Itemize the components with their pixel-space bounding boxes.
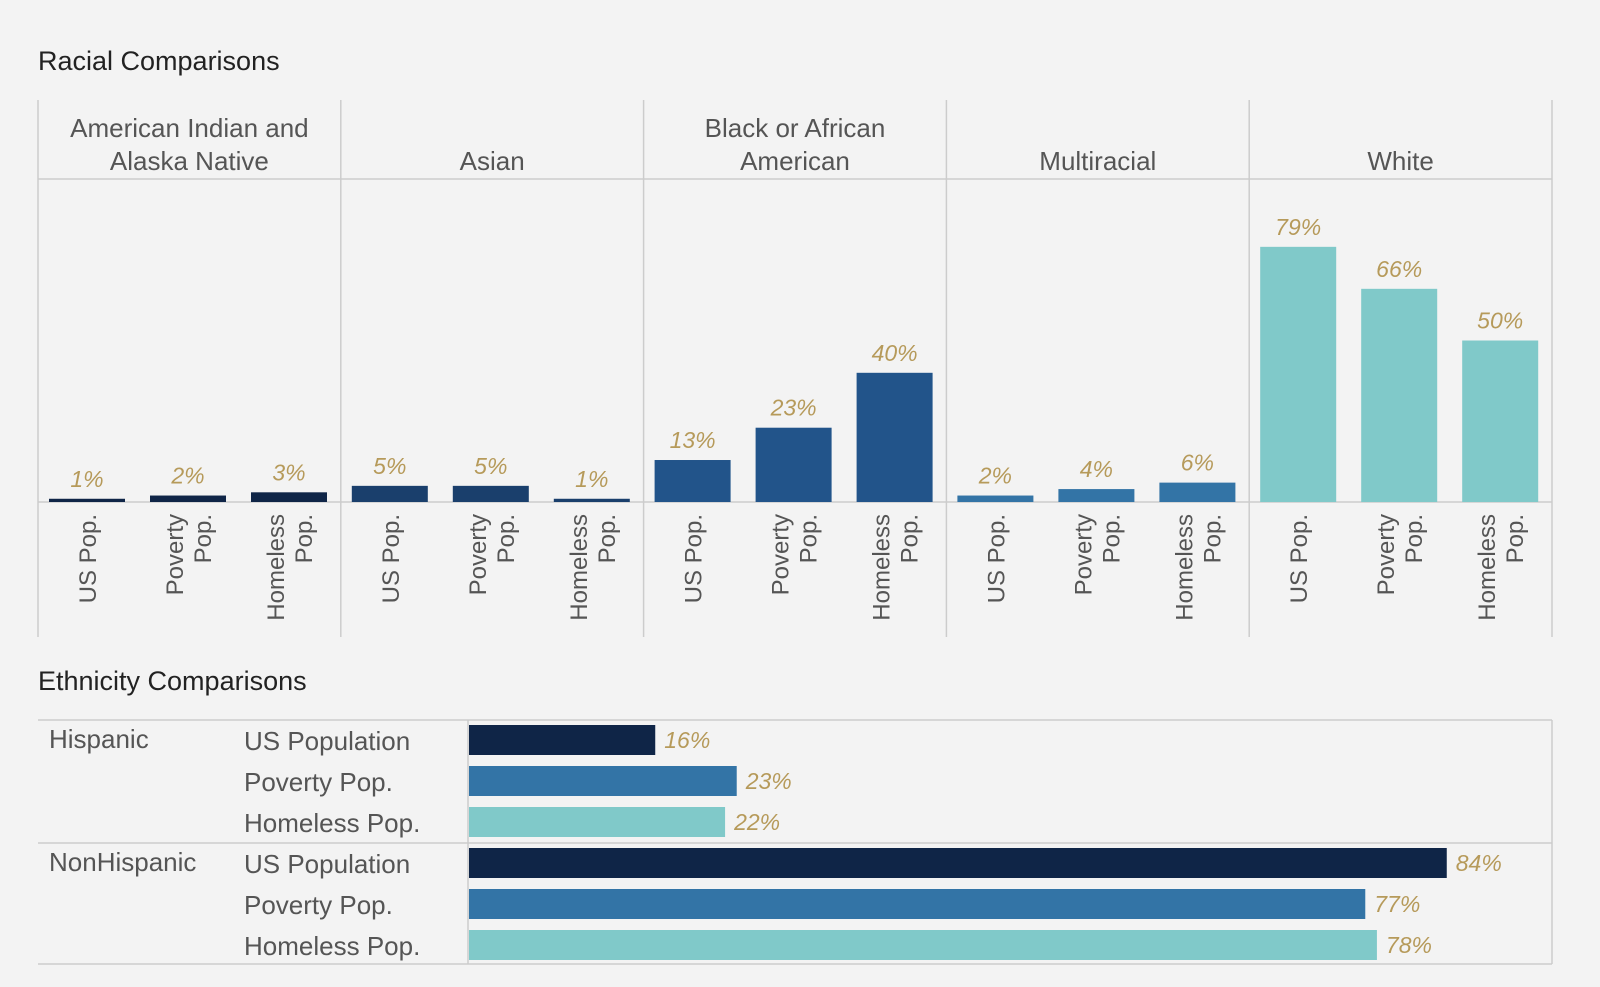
- tick-label-asian-us-pop: US Pop.: [378, 514, 405, 603]
- eth-category-label-hispanic-homeless-pop: Homeless Pop.: [244, 808, 420, 838]
- bar-asian-us-pop: [351, 485, 428, 502]
- eth-bar-nonhispanic-homeless-pop: [469, 930, 1377, 960]
- value-label-white-homeless-pop: 50%: [1477, 308, 1523, 334]
- tick-label-asian-poverty-pop: PovertyPop.: [465, 514, 520, 595]
- tick-label-american-indian-and-alaska-native-us-pop: US Pop.: [75, 514, 102, 603]
- tick-label-white-poverty-pop: PovertyPop.: [1373, 514, 1428, 595]
- value-label-multiracial-us-pop: 2%: [978, 463, 1012, 489]
- bar-black-or-african-american-poverty-pop: [755, 427, 832, 502]
- value-label-american-indian-and-alaska-native-us-pop: 1%: [70, 466, 103, 492]
- group-label-black-or-african-american: Black or African American: [705, 113, 886, 176]
- tick-label-multiracial-us-pop: US Pop.: [983, 514, 1010, 603]
- tick-label-multiracial-poverty-pop: PovertyPop.: [1070, 514, 1125, 595]
- eth-category-label-nonhispanic-us-population: US Population: [244, 849, 410, 879]
- eth-category-label-hispanic-poverty-pop: Poverty Pop.: [244, 767, 393, 797]
- ethnicity-comparisons-title: Ethnicity Comparisons: [38, 666, 307, 696]
- eth-group-label-hispanic: Hispanic: [49, 724, 149, 754]
- value-label-multiracial-poverty-pop: 4%: [1080, 456, 1113, 482]
- value-label-asian-us-pop: 5%: [373, 453, 406, 479]
- eth-category-label-nonhispanic-poverty-pop: Poverty Pop.: [244, 890, 393, 920]
- tick-label-american-indian-and-alaska-native-poverty-pop: PovertyPop.: [162, 514, 217, 595]
- tick-label-black-or-african-american-homeless-pop: HomelessPop.: [869, 514, 924, 621]
- eth-value-label-nonhispanic-homeless-pop: 78%: [1386, 932, 1432, 958]
- group-label-american-indian-and-alaska-native: American Indian and Alaska Native: [70, 113, 308, 176]
- value-label-multiracial-homeless-pop: 6%: [1181, 450, 1214, 476]
- bar-american-indian-and-alaska-native-poverty-pop: [150, 495, 226, 502]
- group-label-multiracial: Multiracial: [1039, 146, 1156, 176]
- bar-multiracial-us-pop: [957, 495, 1034, 502]
- tick-label-multiracial-homeless-pop: HomelessPop.: [1171, 514, 1226, 621]
- tick-label-black-or-african-american-poverty-pop: PovertyPop.: [768, 514, 823, 595]
- eth-value-label-nonhispanic-us-population: 84%: [1456, 850, 1502, 876]
- value-label-asian-poverty-pop: 5%: [474, 453, 507, 479]
- eth-group-label-nonhispanic: NonHispanic: [49, 847, 196, 877]
- value-label-white-us-pop: 79%: [1275, 214, 1321, 240]
- eth-value-label-hispanic-poverty-pop: 23%: [745, 768, 792, 794]
- value-label-asian-homeless-pop: 1%: [575, 466, 608, 492]
- value-label-american-indian-and-alaska-native-poverty-pop: 2%: [170, 463, 204, 489]
- bar-white-homeless-pop: [1462, 340, 1539, 502]
- value-label-black-or-african-american-homeless-pop: 40%: [872, 340, 918, 366]
- value-label-white-poverty-pop: 66%: [1376, 256, 1422, 282]
- bar-american-indian-and-alaska-native-us-pop: [49, 498, 125, 502]
- group-label-white: White: [1367, 146, 1433, 176]
- eth-value-label-nonhispanic-poverty-pop: 77%: [1374, 891, 1420, 917]
- bar-asian-homeless-pop: [553, 498, 630, 502]
- eth-bar-nonhispanic-us-population: [469, 848, 1447, 878]
- eth-category-label-hispanic-us-population: US Population: [244, 726, 410, 756]
- value-label-american-indian-and-alaska-native-homeless-pop: 3%: [272, 459, 305, 485]
- bar-asian-poverty-pop: [452, 485, 529, 502]
- racial-comparisons-title: Racial Comparisons: [38, 46, 280, 76]
- eth-bar-nonhispanic-poverty-pop: [469, 889, 1366, 919]
- eth-category-label-nonhispanic-homeless-pop: Homeless Pop.: [244, 931, 420, 961]
- bar-white-us-pop: [1260, 246, 1337, 502]
- bar-black-or-african-american-us-pop: [654, 460, 731, 502]
- eth-bar-hispanic-poverty-pop: [469, 766, 737, 796]
- bar-american-indian-and-alaska-native-homeless-pop: [251, 492, 327, 502]
- value-label-black-or-african-american-poverty-pop: 23%: [770, 395, 817, 421]
- bar-black-or-african-american-homeless-pop: [856, 372, 933, 502]
- tick-label-black-or-african-american-us-pop: US Pop.: [681, 514, 708, 603]
- tick-label-american-indian-and-alaska-native-homeless-pop: HomelessPop.: [263, 514, 318, 621]
- eth-value-label-hispanic-homeless-pop: 22%: [733, 809, 780, 835]
- group-label-asian: Asian: [460, 146, 525, 176]
- eth-bar-hispanic-homeless-pop: [469, 807, 726, 837]
- eth-value-label-hispanic-us-population: 16%: [664, 727, 710, 753]
- tick-label-white-us-pop: US Pop.: [1286, 514, 1313, 603]
- value-label-black-or-african-american-us-pop: 13%: [670, 427, 716, 453]
- bar-white-poverty-pop: [1361, 288, 1438, 502]
- bar-multiracial-homeless-pop: [1159, 482, 1236, 502]
- bar-multiracial-poverty-pop: [1058, 489, 1135, 502]
- tick-label-white-homeless-pop: HomelessPop.: [1474, 514, 1529, 621]
- tick-label-asian-homeless-pop: HomelessPop.: [566, 514, 621, 621]
- eth-bar-hispanic-us-population: [469, 725, 656, 755]
